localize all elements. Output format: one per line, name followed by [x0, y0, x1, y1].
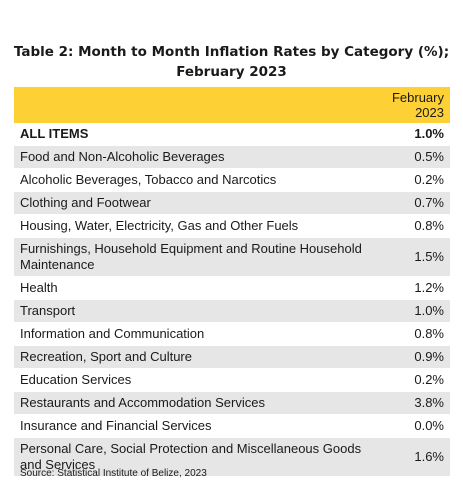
row-value: 3.8% — [385, 391, 450, 415]
row-value: 0.8% — [385, 322, 450, 346]
row-label: Clothing and Footwear — [14, 191, 386, 215]
row-label: ALL ITEMS — [14, 123, 386, 146]
table-title-line-1: Table 2: Month to Month Inflation Rates … — [13, 44, 450, 60]
row-value: 0.0% — [385, 414, 450, 438]
row-label: Personal Care, Social Protection and Mis… — [14, 437, 386, 477]
row-label: Health — [14, 276, 386, 300]
row-value: 1.0% — [385, 299, 450, 323]
table-row: Alcoholic Beverages, Tobacco and Narcoti… — [14, 168, 450, 192]
table-row: Furnishings, Household Equipment and Rou… — [14, 237, 450, 277]
table-row: Clothing and Footwear 0.7% — [14, 191, 450, 215]
table-row: Personal Care, Social Protection and Mis… — [14, 437, 450, 477]
row-value: 0.2% — [385, 168, 450, 192]
table-header-row: February 2023 — [14, 87, 450, 123]
row-value: 0.8% — [385, 214, 450, 238]
table-row: Housing, Water, Electricity, Gas and Oth… — [14, 214, 450, 238]
inflation-table: February 2023 ALL ITEMS 1.0% Food and No… — [14, 87, 450, 477]
table-row: Restaurants and Accommodation Services 3… — [14, 391, 450, 415]
row-value: 1.0% — [385, 123, 450, 146]
row-label: Restaurants and Accommodation Services — [14, 391, 386, 415]
row-label: Transport — [14, 299, 386, 323]
row-value: 0.2% — [385, 368, 450, 392]
row-label: Housing, Water, Electricity, Gas and Oth… — [14, 214, 386, 238]
header-month: February — [391, 90, 444, 105]
row-value: 0.9% — [385, 345, 450, 369]
row-label: Alcoholic Beverages, Tobacco and Narcoti… — [14, 168, 386, 192]
table-row: Education Services 0.2% — [14, 368, 450, 392]
header-month-cell: February 2023 — [385, 87, 450, 123]
table-title: Table 2: Month to Month Inflation Rates … — [0, 42, 463, 82]
table-row: Health 1.2% — [14, 276, 450, 300]
row-value: 0.5% — [385, 145, 450, 169]
table-row: Food and Non-Alcoholic Beverages 0.5% — [14, 145, 450, 169]
row-label: Insurance and Financial Services — [14, 414, 386, 438]
row-value: 0.7% — [385, 191, 450, 215]
row-value: 1.5% — [385, 237, 450, 277]
header-year: 2023 — [415, 105, 444, 120]
row-value: 1.2% — [385, 276, 450, 300]
table-row: Insurance and Financial Services 0.0% — [14, 414, 450, 438]
row-label: Education Services — [14, 368, 386, 392]
table-row: Recreation, Sport and Culture 0.9% — [14, 345, 450, 369]
table-title-line-2: February 2023 — [176, 64, 287, 80]
table-row-all-items: ALL ITEMS 1.0% — [14, 123, 450, 146]
row-label: Food and Non-Alcoholic Beverages — [14, 145, 386, 169]
table-row: Transport 1.0% — [14, 299, 450, 323]
row-label: Furnishings, Household Equipment and Rou… — [14, 237, 386, 277]
row-label: Information and Communication — [14, 322, 386, 346]
source-note: Source: Statistical Institute of Belize,… — [20, 468, 207, 479]
row-label: Recreation, Sport and Culture — [14, 345, 386, 369]
header-category-cell — [14, 87, 386, 123]
row-value: 1.6% — [385, 437, 450, 477]
table-row: Information and Communication 0.8% — [14, 322, 450, 346]
